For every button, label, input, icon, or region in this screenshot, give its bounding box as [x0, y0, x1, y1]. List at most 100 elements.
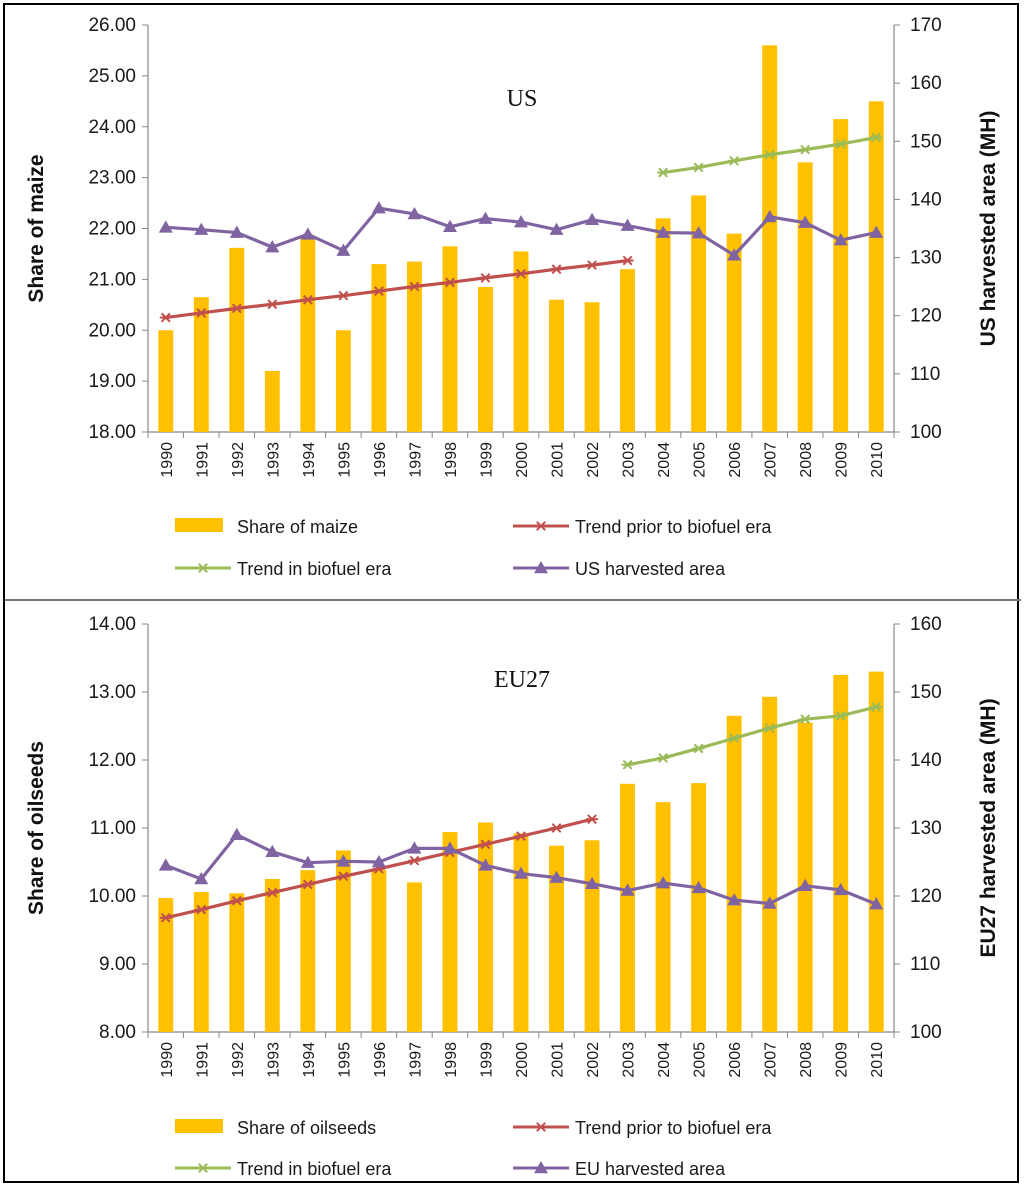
x-tick-label: 1995: [336, 1042, 353, 1078]
legend-item: Trend in biofuel era: [175, 559, 392, 579]
data-point-triangle: [514, 215, 528, 228]
bar: [584, 840, 600, 1032]
data-point-triangle: [869, 225, 884, 238]
y-tick-label: 9.00: [99, 954, 136, 975]
bar: [158, 330, 174, 432]
data-point-asterisk: [550, 264, 563, 275]
data-point-asterisk: [586, 260, 599, 271]
legend-marker-asterisk: [535, 521, 547, 531]
legend-label: EU harvested area: [575, 1159, 726, 1179]
data-point-triangle: [762, 209, 777, 223]
data-point-asterisk: [337, 871, 350, 882]
data-point-asterisk: [337, 290, 350, 301]
y-tick-label: 8.00: [99, 1022, 136, 1043]
bar: [158, 898, 174, 1032]
x-tick-label: 2007: [763, 442, 780, 478]
data-point-asterisk-stroke: [373, 286, 384, 296]
data-point-triangle: [656, 225, 671, 238]
data-point-asterisk-stroke: [480, 272, 491, 283]
legend-label: Trend in biofuel era: [237, 559, 392, 579]
y2-tick-label: 140: [910, 189, 942, 210]
x-tick-label: 2002: [585, 442, 602, 478]
data-point-triangle: [300, 227, 315, 240]
bar: [691, 195, 707, 432]
x-tick-label: 2000: [514, 442, 531, 478]
x-tick-label: 1995: [336, 442, 353, 478]
data-point-triangle: [549, 870, 564, 883]
legend-label: Trend in biofuel era: [237, 1159, 392, 1179]
legend-marker-asterisk-stroke: [536, 1122, 546, 1132]
x-tick-label: 2009: [834, 442, 851, 478]
data-point-triangle: [478, 858, 493, 871]
data-point-triangle: [158, 858, 173, 871]
data-point-triangle: [158, 220, 173, 233]
y-axis-title: Share of maize: [25, 154, 48, 302]
legend-item: Trend prior to biofuel era: [513, 517, 772, 537]
legend-marker-asterisk-stroke: [198, 563, 208, 573]
data-point-asterisk-stroke: [267, 887, 278, 898]
bar: [335, 850, 351, 1032]
data-point-triangle: [265, 240, 280, 253]
data-point-triangle: [336, 243, 351, 256]
y2-tick-label: 160: [910, 614, 942, 635]
data-point-asterisk-stroke: [729, 733, 740, 744]
data-point-triangle: [229, 827, 244, 841]
data-point-asterisk: [195, 308, 208, 318]
chart-canvas: 18.00 19.00 20.00 21.00 22.00 23.00 24.00 25.00…: [5, 15, 1021, 1179]
y2-axis-title: US harvested area (MH): [977, 111, 1000, 347]
x-tick-label: 2001: [550, 1042, 567, 1078]
data-point-asterisk: [479, 839, 492, 850]
data-point-asterisk: [728, 155, 741, 166]
data-point-triangle: [727, 893, 742, 906]
x-tick-label: 2002: [585, 1042, 602, 1078]
data-point-asterisk-stroke: [587, 260, 597, 271]
data-point-asterisk: [443, 277, 456, 288]
bar: [264, 879, 280, 1032]
bar: [726, 715, 742, 1032]
bar: [726, 233, 742, 432]
data-point-asterisk-stroke: [480, 839, 491, 850]
data-point-asterisk: [159, 312, 172, 323]
legend-marker-asterisk-stroke: [536, 521, 546, 531]
y2-tick-label: 110: [910, 364, 940, 385]
legend-item: EU harvested area: [513, 1159, 726, 1179]
x-tick-label: 1998: [443, 442, 460, 478]
x-tick-label: 1990: [159, 442, 176, 478]
data-point-asterisk-stroke: [622, 255, 633, 266]
data-point-asterisk-stroke: [196, 308, 207, 318]
data-point-asterisk-stroke: [302, 879, 313, 890]
x-tick-label: 1992: [230, 442, 247, 478]
data-point-triangle: [265, 844, 280, 858]
bar: [868, 101, 884, 432]
data-point-asterisk: [799, 144, 812, 155]
data-point-asterisk-stroke: [196, 904, 207, 915]
data-point-triangle: [869, 897, 884, 910]
data-point-triangle: [727, 248, 742, 261]
data-point-asterisk: [728, 733, 741, 744]
data-point-asterisk: [159, 912, 172, 923]
bar: [229, 247, 245, 432]
x-tick-label: 1992: [230, 1042, 247, 1078]
data-point-asterisk-stroke: [800, 144, 811, 155]
data-point-asterisk: [408, 855, 421, 866]
data-point-asterisk: [621, 255, 634, 266]
y-tick-label: 11.00: [90, 818, 136, 839]
x-tick-label: 1996: [372, 442, 389, 478]
data-point-asterisk-stroke: [516, 268, 526, 279]
data-point-triangle: [371, 855, 386, 868]
x-tick-label: 2004: [656, 1042, 673, 1078]
data-point-asterisk: [408, 281, 421, 292]
data-point-asterisk-stroke: [160, 912, 171, 923]
data-point-asterisk-stroke: [587, 814, 597, 825]
data-point-asterisk: [230, 303, 243, 314]
y2-tick-label: 110: [910, 954, 940, 975]
y-tick-label: 14.00: [88, 614, 136, 635]
x-tick-label: 1994: [301, 442, 318, 478]
y-tick-label: 24.00: [88, 117, 136, 138]
data-point-triangle: [442, 219, 457, 233]
data-point-asterisk: [657, 167, 670, 178]
bar: [193, 891, 209, 1032]
y2-tick-label: 150: [910, 131, 942, 152]
data-point-asterisk-stroke: [338, 871, 349, 882]
x-tick-label: 1997: [407, 442, 424, 478]
